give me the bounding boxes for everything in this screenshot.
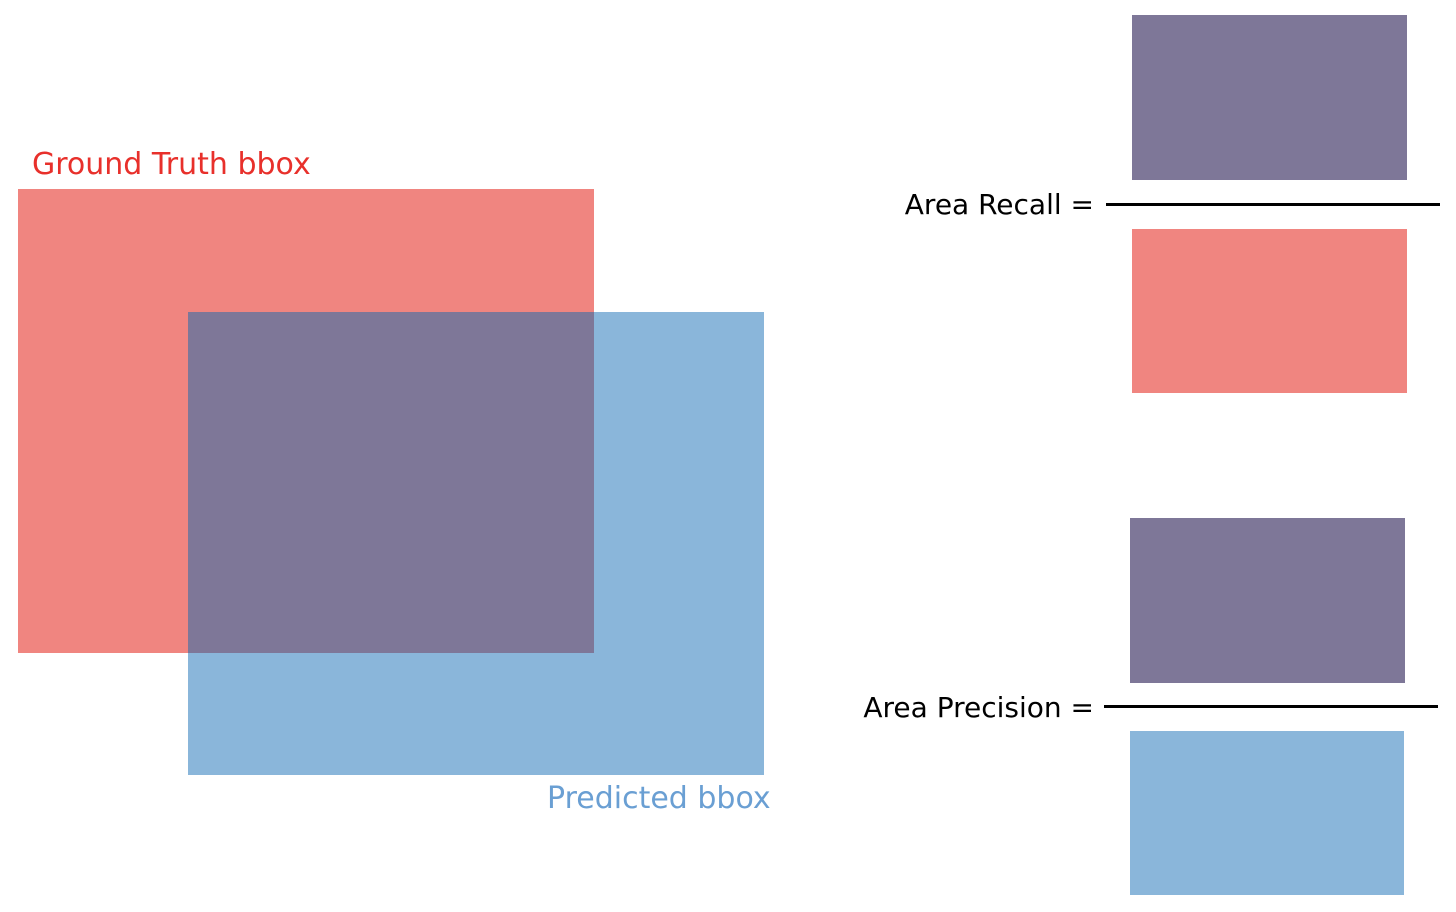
predicted-box-lower	[188, 653, 764, 775]
recall-fraction-line	[1106, 203, 1440, 206]
intersection-box	[188, 312, 594, 653]
recall-denominator-ground-truth	[1132, 229, 1407, 393]
precision-denominator-predicted	[1130, 731, 1404, 895]
ground-truth-label: Ground Truth bbox	[32, 147, 311, 182]
precision-numerator-intersection	[1130, 518, 1405, 683]
recall-numerator-intersection	[1132, 15, 1407, 180]
precision-fraction-line	[1104, 705, 1438, 708]
predicted-box-right	[594, 312, 764, 653]
area-recall-label: Area Recall =	[904, 188, 1094, 221]
predicted-label: Predicted bbox	[547, 781, 771, 816]
area-precision-label: Area Precision =	[863, 691, 1094, 724]
